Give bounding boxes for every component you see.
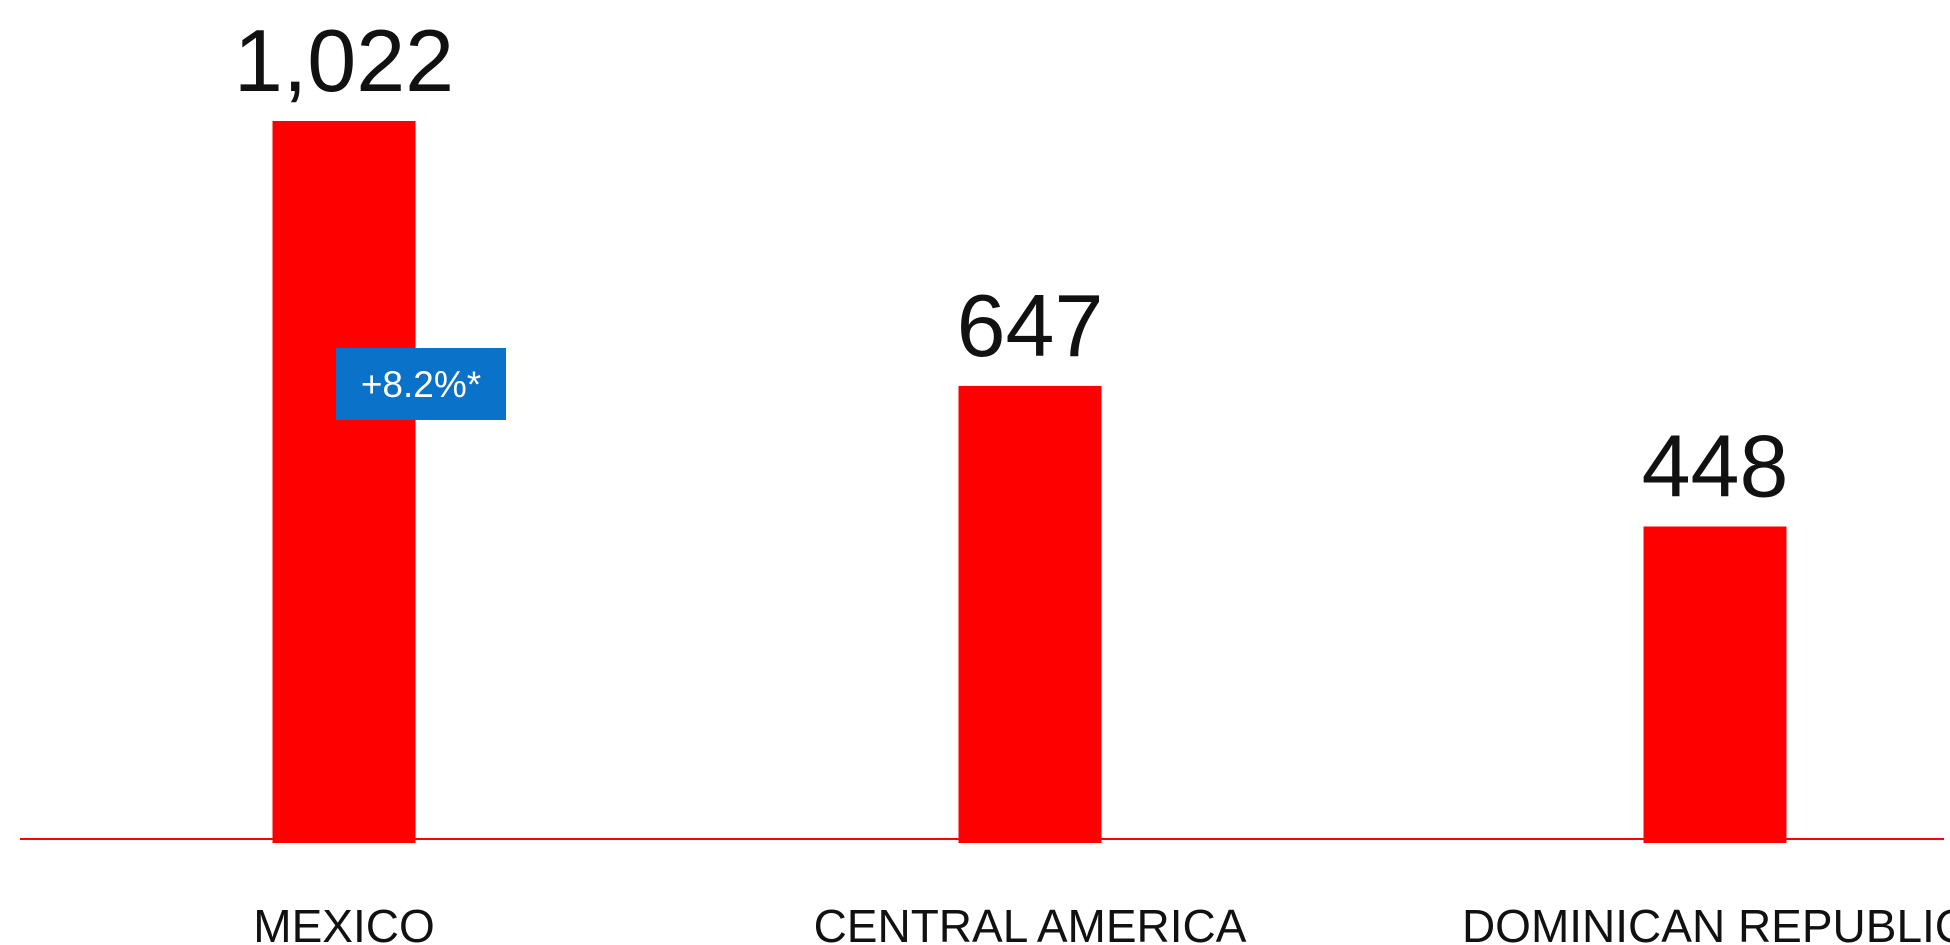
- value-label: 647: [957, 276, 1104, 375]
- value-label: 1,022: [234, 11, 454, 110]
- bar: [272, 121, 416, 843]
- annotation-box: [336, 348, 506, 420]
- value-label: 448: [1642, 417, 1789, 516]
- annotation: +8.2%*: [361, 364, 481, 405]
- bar: [958, 385, 1102, 843]
- bar: [1643, 526, 1787, 843]
- x-tick-label: DOMINICAN REPUBLIC: [1462, 900, 1950, 945]
- x-tick-label: CENTRAL AMERICA: [814, 900, 1247, 945]
- x-tick-label: MEXICO: [253, 900, 434, 945]
